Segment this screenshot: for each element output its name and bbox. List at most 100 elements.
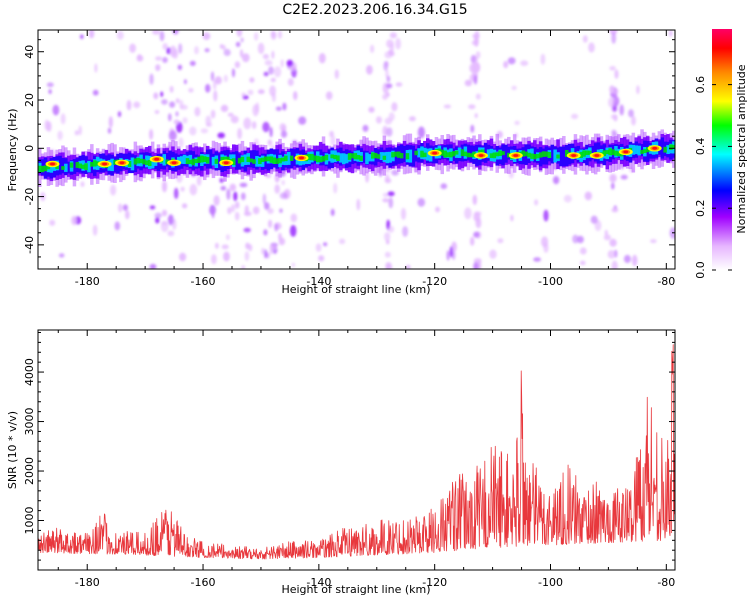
- ridge-cell: [634, 145, 638, 155]
- noise-speck: [152, 30, 161, 35]
- noise-speck: [219, 177, 224, 183]
- noise-speck: [137, 54, 142, 59]
- noise-speck: [382, 198, 390, 203]
- ridge-cell: [46, 164, 51, 170]
- noise-speck: [475, 217, 482, 229]
- ridge-cell: [321, 156, 326, 162]
- noise-speck: [623, 254, 631, 264]
- noise-speck: [271, 50, 275, 60]
- noise-speck: [230, 204, 236, 213]
- noise-speck: [614, 69, 619, 79]
- noise-speck: [267, 139, 273, 146]
- noise-speck: [60, 113, 66, 125]
- noise-speck: [385, 69, 389, 78]
- y-tick-label: -20: [23, 188, 36, 206]
- noise-speck: [520, 60, 529, 66]
- noise-speck: [179, 252, 187, 262]
- snr-y-label: SNR (10 * v/v): [6, 411, 19, 489]
- noise-speck: [129, 43, 137, 53]
- noise-speck: [271, 92, 276, 102]
- ridge-cell: [527, 152, 531, 158]
- noise-speck: [247, 89, 254, 96]
- ridge-cell: [463, 151, 468, 157]
- noise-speck: [189, 126, 197, 136]
- noise-speck: [154, 212, 162, 219]
- ridge-cell: [579, 151, 583, 158]
- noise-speck: [609, 66, 616, 71]
- noise-speck: [257, 42, 265, 55]
- ridge-cell: [365, 152, 369, 165]
- noise-speck: [211, 254, 217, 265]
- ridge-cell: [405, 153, 410, 160]
- noise-speck: [473, 74, 478, 85]
- noise-speck: [169, 101, 176, 108]
- ridge-cell: [40, 165, 45, 173]
- noise-speck: [603, 234, 612, 241]
- ridge-cell: [78, 163, 82, 169]
- noise-speck: [475, 51, 481, 59]
- noise-speck: [470, 236, 475, 246]
- ridge-cell: [631, 144, 636, 155]
- ridge-cell: [359, 155, 363, 161]
- ridge-peak: [571, 154, 577, 157]
- noise-speck: [464, 79, 473, 87]
- noise-speck: [400, 207, 407, 220]
- ridge-cell: [443, 150, 447, 158]
- ridge-cell: [232, 158, 236, 166]
- noise-speck: [280, 130, 288, 138]
- noise-speck: [252, 206, 260, 215]
- noise-speck: [375, 116, 383, 124]
- noise-speck: [168, 130, 177, 141]
- ridge-cell: [420, 150, 424, 158]
- noise-speck: [114, 221, 121, 231]
- noise-speck: [384, 232, 391, 242]
- noise-speck: [196, 175, 202, 186]
- ridge-cell: [133, 158, 138, 165]
- colorbar-tick-label: 0.6: [694, 76, 707, 94]
- noise-speck: [435, 206, 440, 213]
- ridge-cell: [669, 144, 673, 150]
- noise-speck: [293, 91, 297, 100]
- noise-speck: [514, 120, 520, 125]
- noise-speck: [262, 53, 269, 60]
- ridge-cell: [524, 151, 528, 157]
- x-tick-label: -160: [191, 275, 216, 288]
- ridge-cell: [457, 147, 462, 158]
- ridge-cell: [327, 154, 331, 162]
- ridge-cell: [547, 152, 552, 158]
- noise-speck: [239, 182, 248, 188]
- noise-speck: [173, 119, 180, 125]
- noise-speck: [88, 30, 95, 39]
- noise-speck: [395, 82, 403, 87]
- ridge-cell: [211, 156, 216, 166]
- ridge-cell: [272, 157, 276, 164]
- ridge-cell: [483, 143, 488, 163]
- noise-speck: [389, 32, 397, 39]
- noise-speck: [71, 215, 78, 226]
- noise-speck: [58, 253, 65, 258]
- noise-speck: [80, 181, 85, 187]
- ridge-cell: [289, 155, 294, 161]
- ridge-cell: [417, 148, 421, 158]
- noise-speck: [241, 265, 246, 269]
- noise-speck: [270, 77, 276, 83]
- spectrogram-x-label: Height of straight line (km): [281, 283, 430, 296]
- noise-speck: [118, 203, 123, 213]
- noise-speck: [563, 194, 572, 203]
- noise-speck: [611, 182, 615, 190]
- noise-speck: [149, 263, 157, 269]
- noise-speck: [243, 211, 252, 216]
- ridge-cell: [614, 150, 618, 156]
- noise-speck: [489, 249, 497, 259]
- noise-speck: [264, 202, 270, 210]
- noise-speck: [366, 65, 373, 75]
- spectrogram-frame: [37, 29, 676, 270]
- x-tick-label: -140: [306, 576, 331, 589]
- ridge-cell: [67, 161, 71, 174]
- y-tick-label: 2000: [23, 457, 36, 485]
- noise-speck: [223, 74, 228, 83]
- noise-speck: [107, 127, 112, 134]
- noise-speck: [279, 208, 283, 213]
- ridge-peak: [652, 146, 658, 150]
- noise-speck: [268, 66, 274, 75]
